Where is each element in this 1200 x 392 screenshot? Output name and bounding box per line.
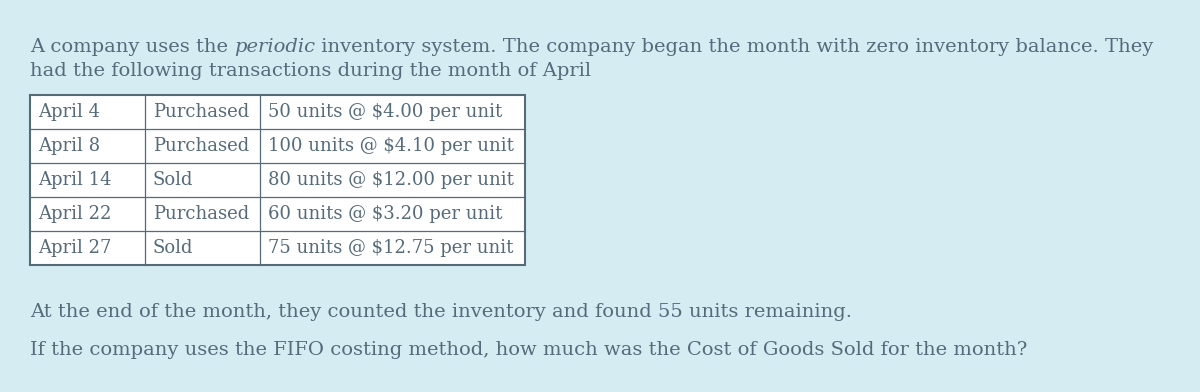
Text: April 8: April 8 <box>38 137 100 155</box>
Text: 60 units @ $3.20 per unit: 60 units @ $3.20 per unit <box>268 205 503 223</box>
Text: If the company uses the FIFO costing method, how much was the Cost of Goods Sold: If the company uses the FIFO costing met… <box>30 341 1027 359</box>
Text: 100 units @ $4.10 per unit: 100 units @ $4.10 per unit <box>268 137 514 155</box>
Text: April 27: April 27 <box>38 239 112 257</box>
Text: inventory system. The company began the month with zero inventory balance. They: inventory system. The company began the … <box>316 38 1153 56</box>
Text: Sold: Sold <box>154 171 193 189</box>
Text: had the following transactions during the month of April: had the following transactions during th… <box>30 62 592 80</box>
Text: Purchased: Purchased <box>154 137 250 155</box>
Text: April 4: April 4 <box>38 103 100 121</box>
Text: Purchased: Purchased <box>154 103 250 121</box>
Text: 75 units @ $12.75 per unit: 75 units @ $12.75 per unit <box>268 239 514 257</box>
Bar <box>30 95 526 265</box>
Text: A company uses the: A company uses the <box>30 38 234 56</box>
Text: Purchased: Purchased <box>154 205 250 223</box>
Text: 80 units @ $12.00 per unit: 80 units @ $12.00 per unit <box>268 171 514 189</box>
Text: 50 units @ $4.00 per unit: 50 units @ $4.00 per unit <box>268 103 503 121</box>
Text: April 22: April 22 <box>38 205 112 223</box>
Text: At the end of the month, they counted the inventory and found 55 units remaining: At the end of the month, they counted th… <box>30 303 852 321</box>
Text: April 14: April 14 <box>38 171 112 189</box>
Text: periodic: periodic <box>234 38 316 56</box>
Text: Sold: Sold <box>154 239 193 257</box>
